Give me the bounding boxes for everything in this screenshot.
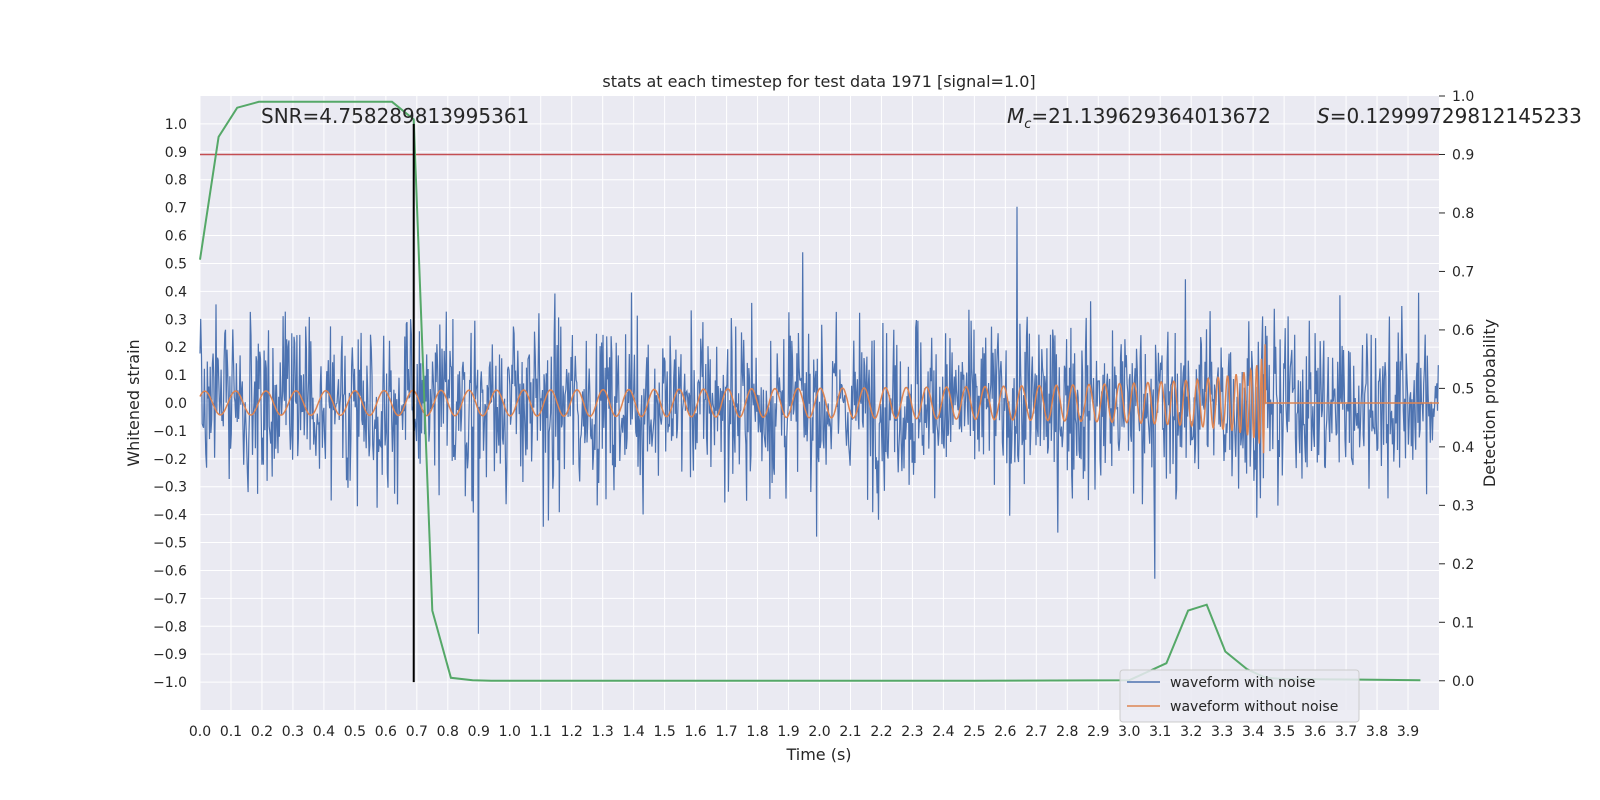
x-tick-label: 3.0 — [1118, 724, 1140, 740]
x-tick-label: 1.5 — [653, 724, 675, 740]
grid — [199, 96, 1439, 710]
y-right-tick-label: 0.1 — [1452, 615, 1474, 631]
snr-annotation: SNR=4.758289813995361 — [261, 104, 529, 128]
x-tick-label: 0.1 — [220, 724, 242, 740]
x-tick-label: 3.8 — [1366, 724, 1388, 740]
y-left-tick-label: 0.1 — [165, 368, 187, 384]
legend-label-noisy: waveform with noise — [1170, 675, 1315, 691]
y-right-tick-label: 0.2 — [1452, 557, 1474, 573]
y-left-tick-label: 0.7 — [165, 201, 187, 217]
y-left-tick-label: 0.3 — [165, 312, 187, 328]
x-tick-label: 0.7 — [406, 724, 428, 740]
y-right-tick-label: 0.3 — [1452, 498, 1474, 514]
x-tick-label: 0.6 — [375, 724, 397, 740]
x-tick-label: 2.2 — [870, 724, 892, 740]
y-axis-right-label: Detection probability — [1480, 319, 1499, 487]
x-tick-label: 1.7 — [715, 724, 737, 740]
legend: waveform with noise waveform without noi… — [1119, 669, 1360, 723]
x-tick-label: 2.1 — [839, 724, 861, 740]
x-tick-label: 3.9 — [1397, 724, 1419, 740]
x-tick-label: 3.7 — [1335, 724, 1357, 740]
legend-box — [1119, 669, 1360, 723]
y-left-tick-label: −0.1 — [153, 424, 187, 440]
y-axis-left-label: Whitened strain — [124, 339, 143, 466]
y-left-tick-label: −0.6 — [153, 563, 187, 579]
x-tick-label: 1.1 — [530, 724, 552, 740]
x-axis-ticks: 0.0 0.1 0.2 0.3 0.4 0.5 0.6 0.7 0.8 0.9 1.0 1.1 1.2 1… — [189, 724, 1419, 740]
y-left-tick-label: −0.2 — [153, 452, 187, 468]
x-tick-label: 0.8 — [437, 724, 459, 740]
y-axis-left-ticks: 1.0 0.9 0.8 0.7 0.6 0.5 0.4 0.3 0.2 0.1 0.0 −0.1 −0.… — [153, 117, 187, 691]
y-left-tick-label: 0.8 — [165, 173, 187, 189]
x-tick-label: 0.4 — [313, 724, 335, 740]
y-left-tick-label: −1.0 — [153, 675, 187, 691]
y-axis-right-ticks: 1.0 0.9 0.8 0.7 0.6 0.5 0.4 0.3 0.2 0.1 0.0 — [1439, 89, 1474, 690]
y-left-tick-label: −0.3 — [153, 480, 187, 496]
x-tick-label: 0.5 — [344, 724, 366, 740]
legend-label-clean: waveform without noise — [1170, 699, 1338, 715]
x-tick-label: 3.2 — [1180, 724, 1202, 740]
y-left-tick-label: −0.9 — [153, 647, 187, 663]
x-tick-label: 1.6 — [684, 724, 706, 740]
x-tick-label: 3.4 — [1242, 724, 1264, 740]
y-right-tick-label: 0.7 — [1452, 264, 1474, 280]
x-tick-label: 0.9 — [468, 724, 490, 740]
y-left-tick-label: −0.8 — [153, 619, 187, 635]
x-tick-label: 1.4 — [623, 724, 645, 740]
x-tick-label: 3.1 — [1149, 724, 1171, 740]
y-right-tick-label: 0.6 — [1452, 323, 1474, 339]
x-tick-label: 1.3 — [592, 724, 614, 740]
x-tick-label: 2.9 — [1087, 724, 1109, 740]
x-tick-label: 0.0 — [189, 724, 211, 740]
y-right-tick-label: 0.9 — [1452, 147, 1474, 163]
spin-annotation: S=0.12999729812145233 — [1317, 104, 1582, 128]
x-tick-label: 2.3 — [901, 724, 923, 740]
y-right-tick-label: 0.5 — [1452, 381, 1474, 397]
y-left-tick-label: 0.0 — [165, 396, 187, 412]
x-axis-label: Time (s) — [785, 745, 851, 764]
chart-title: stats at each timestep for test data 197… — [602, 72, 1035, 91]
y-left-tick-label: −0.5 — [153, 536, 187, 552]
series-detection-probability — [199, 100, 1421, 682]
x-tick-label: 1.9 — [777, 724, 799, 740]
x-tick-label: 3.5 — [1273, 724, 1295, 740]
x-tick-label: 2.6 — [994, 724, 1016, 740]
y-right-tick-label: 0.4 — [1452, 440, 1474, 456]
plot-area — [199, 100, 1439, 683]
x-tick-label: 2.0 — [808, 724, 830, 740]
x-tick-label: 3.6 — [1304, 724, 1326, 740]
y-right-tick-label: 0.0 — [1452, 674, 1474, 690]
y-left-tick-label: 0.4 — [165, 284, 187, 300]
x-tick-label: 1.8 — [746, 724, 768, 740]
x-tick-label: 2.5 — [963, 724, 985, 740]
series-waveform-with-noise — [199, 206, 1439, 634]
chirp-mass-annotation: Mc=21.139629364013672 — [1007, 104, 1271, 132]
y-left-tick-label: −0.7 — [153, 591, 187, 607]
x-tick-label: 1.0 — [499, 724, 521, 740]
x-tick-label: 3.3 — [1211, 724, 1233, 740]
series-waveform-without-noise — [199, 344, 1439, 454]
x-tick-label: 2.4 — [932, 724, 954, 740]
x-tick-label: 0.3 — [282, 724, 304, 740]
x-tick-label: 0.2 — [251, 724, 273, 740]
y-left-tick-label: 1.0 — [165, 117, 187, 133]
y-right-tick-label: 0.8 — [1452, 206, 1474, 222]
y-left-tick-label: 0.5 — [165, 256, 187, 272]
x-tick-label: 2.8 — [1056, 724, 1078, 740]
x-tick-label: 2.7 — [1025, 724, 1047, 740]
x-tick-label: 1.2 — [561, 724, 583, 740]
y-left-tick-label: 0.6 — [165, 229, 187, 245]
y-left-tick-label: −0.4 — [153, 508, 187, 524]
y-left-tick-label: 0.9 — [165, 145, 187, 161]
y-left-tick-label: 0.2 — [165, 340, 187, 356]
y-right-tick-label: 1.0 — [1452, 89, 1474, 105]
